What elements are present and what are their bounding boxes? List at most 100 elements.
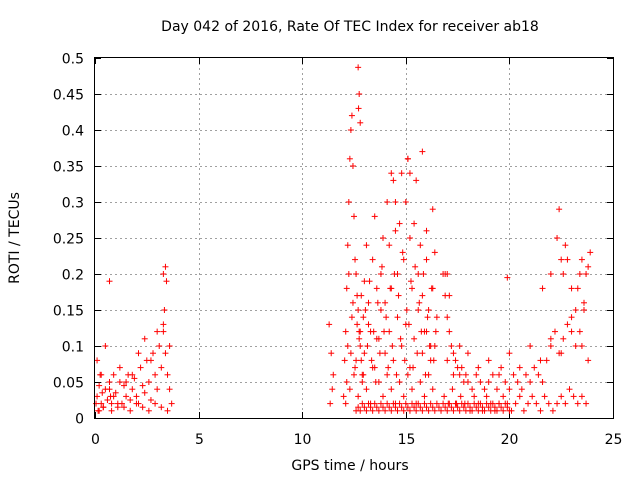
y-tick-label: 0: [75, 412, 84, 428]
data-point: [444, 314, 451, 321]
data-point: [96, 407, 103, 414]
data-point: [367, 404, 374, 411]
data-point: [139, 404, 146, 411]
data-point: [380, 404, 387, 411]
data-point: [121, 404, 128, 411]
data-point: [409, 285, 416, 292]
data-point: [394, 314, 401, 321]
data-point: [348, 314, 355, 321]
data-point: [419, 350, 426, 357]
data-point: [365, 299, 372, 306]
data-point: [467, 404, 474, 411]
data-point: [539, 379, 546, 385]
data-point: [558, 350, 565, 357]
data-point: [496, 371, 503, 378]
data-point: [547, 343, 554, 349]
data-point: [135, 350, 142, 357]
data-point: [489, 400, 496, 407]
data-point: [416, 299, 423, 306]
data-point: [341, 357, 348, 364]
data-point: [452, 400, 459, 407]
data-point: [129, 386, 136, 393]
data-point: [345, 199, 352, 205]
data-point: [547, 335, 554, 342]
data-point: [545, 400, 552, 407]
data-point: [529, 393, 536, 400]
data-point: [361, 404, 368, 411]
data-point: [456, 407, 463, 414]
data-point: [380, 393, 387, 400]
data-point: [444, 407, 451, 414]
data-point: [112, 389, 119, 396]
data-point: [342, 400, 349, 407]
data-point: [535, 371, 542, 378]
data-point: [98, 400, 105, 407]
data-points: [93, 64, 594, 414]
data-point: [162, 263, 169, 270]
y-tick-label: 0.1: [62, 340, 84, 356]
data-point: [396, 379, 403, 385]
data-point: [381, 328, 388, 335]
data-point: [556, 206, 563, 213]
data-point: [537, 407, 544, 414]
data-point: [390, 177, 397, 184]
data-point: [386, 328, 393, 335]
data-point: [446, 292, 453, 299]
data-point: [522, 371, 529, 378]
data-point: [471, 400, 478, 407]
data-point: [352, 364, 359, 371]
data-point: [458, 400, 465, 407]
data-point: [168, 400, 175, 407]
data-point: [384, 400, 391, 407]
data-point: [576, 328, 583, 335]
data-point: [489, 371, 496, 378]
data-point: [409, 386, 416, 393]
data-point: [444, 357, 451, 364]
y-tick-label: 0.15: [53, 304, 84, 320]
data-point: [145, 407, 152, 414]
data-point: [154, 386, 161, 393]
data-point: [127, 397, 134, 403]
data-point: [469, 386, 476, 393]
x-tick-label: 20: [501, 432, 519, 448]
data-point: [583, 271, 590, 277]
data-point: [158, 364, 165, 371]
data-point: [123, 379, 130, 385]
data-point: [533, 400, 540, 407]
x-tick-label: 0: [91, 432, 100, 448]
data-point: [392, 227, 399, 234]
data-point: [518, 386, 525, 393]
data-point: [356, 91, 363, 97]
data-point: [133, 400, 140, 407]
data-point: [506, 386, 513, 393]
data-point: [345, 271, 352, 277]
data-point: [568, 314, 575, 321]
y-tick-label: 0.3: [62, 196, 84, 212]
data-point: [425, 407, 432, 414]
data-point: [384, 199, 391, 205]
data-point: [106, 278, 113, 285]
data-point: [369, 364, 376, 371]
data-point: [450, 407, 457, 414]
data-point: [141, 335, 148, 342]
data-point: [560, 335, 567, 342]
data-point: [378, 263, 385, 270]
data-point: [131, 375, 138, 382]
data-point: [351, 371, 357, 378]
data-point: [330, 371, 337, 378]
data-point: [372, 379, 379, 385]
data-point: [406, 235, 413, 241]
data-point: [500, 393, 507, 400]
data-point: [423, 328, 430, 335]
axis-ticks: 0 5 10 15 20 25 0 0.05 0.1 0.15 0.2 0.25 0.3 0.35 0.4 0…: [53, 52, 623, 449]
data-point: [370, 328, 377, 335]
data-point: [98, 371, 105, 378]
data-point: [564, 321, 571, 328]
data-point: [363, 407, 370, 414]
y-tick-label: 0.25: [53, 232, 84, 248]
data-point: [369, 407, 376, 414]
data-point: [402, 199, 409, 205]
data-point: [504, 274, 511, 281]
data-point: [347, 350, 354, 357]
data-point: [102, 343, 109, 349]
